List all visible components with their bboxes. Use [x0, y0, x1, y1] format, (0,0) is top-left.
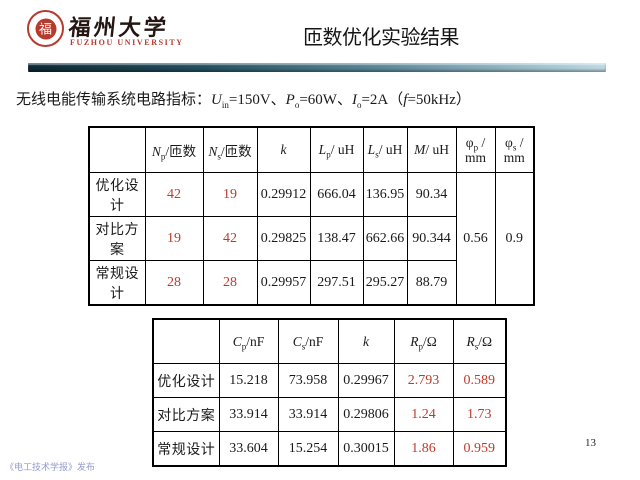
col-header-rp: Rp/Ω [393, 318, 454, 364]
table-cell: 73.958 [277, 363, 339, 398]
spec-i-var: I [351, 92, 357, 108]
table-cell: 1.73 [452, 397, 507, 432]
table2-row-conventional: 常规设计 33.604 15.254 0.30015 1.86 0.959 [152, 431, 507, 467]
spec-i-val: =2A [361, 92, 389, 108]
table-cell: 42 [202, 216, 258, 261]
col-header-k: k [256, 126, 311, 173]
table-cell: 0.29806 [337, 397, 395, 432]
table-cell: 138.47 [309, 216, 364, 261]
col-header-rs: Rs/Ω [452, 318, 507, 364]
table2-row-comparison: 对比方案 33.914 33.914 0.29806 1.24 1.73 [152, 397, 507, 432]
coil-parameters-table: Np/匝数 Ns/匝数 k Lp/ uH Ls/ uH M/ uH φp / mm… [88, 126, 535, 306]
col-header-ns: Ns/匝数 [202, 126, 258, 173]
table-cell: 666.04 [309, 172, 364, 217]
university-name-en: FUZHOU UNIVERSITY [70, 38, 184, 47]
spec-u-val: =150V、 [228, 92, 286, 108]
row-label: 对比方案 [152, 397, 220, 432]
table-cell: 90.34 [406, 172, 457, 217]
col-header-empty [152, 318, 220, 364]
page-title: 匝数优化实验结果 [303, 27, 460, 49]
table-cell: 0.29912 [256, 172, 311, 217]
table-cell: 662.66 [362, 216, 408, 261]
header-divider-bar [28, 63, 606, 72]
spec-prefix: 无线电能传输系统电路指标： [16, 92, 212, 108]
col-header-lp: Lp/ uH [309, 126, 364, 173]
table-cell: 0.29825 [256, 216, 311, 261]
col-header-cp: Cp/nF [218, 318, 279, 364]
row-label: 对比方案 [88, 216, 146, 261]
table-cell: 297.51 [309, 260, 364, 306]
table1-row-comparison: 对比方案 19 42 0.29825 138.47 662.66 90.344 [88, 216, 534, 261]
spec-i-sub: o [356, 100, 362, 110]
merged-cell-phi-s: 0.9 [494, 172, 535, 306]
table-cell: 0.29957 [256, 260, 311, 306]
table-cell: 42 [144, 172, 204, 217]
table-cell: 1.86 [393, 431, 454, 467]
col-header-k: k [337, 318, 395, 364]
col-header-np: Np/匝数 [144, 126, 204, 173]
spec-p-var: P [285, 92, 295, 108]
row-label: 优化设计 [152, 363, 220, 398]
col-header-cs: Cs/nF [277, 318, 339, 364]
table-cell: 2.793 [393, 363, 454, 398]
page-number: 13 [585, 437, 596, 449]
spec-p-val: =60W、 [299, 92, 352, 108]
row-label: 常规设计 [152, 431, 220, 467]
table-cell: 28 [202, 260, 258, 306]
spec-f-var: f [403, 92, 408, 108]
table-cell: 33.914 [277, 397, 339, 432]
table1-row-conventional: 常规设计 28 28 0.29957 297.51 295.27 88.79 [88, 260, 534, 306]
table2-header-row: Cp/nF Cs/nF k Rp/Ω Rs/Ω [152, 318, 507, 364]
seal-character: 福 [35, 18, 56, 39]
col-header-empty [88, 126, 146, 173]
spec-paren-open: （ [388, 92, 404, 108]
table-cell: 1.24 [393, 397, 454, 432]
merged-cell-phi-p: 0.56 [455, 172, 496, 306]
circuit-spec-line: 无线电能传输系统电路指标：Uin=150V、Po=60W、Io=2A（f=50k… [16, 88, 471, 110]
capacitor-resistance-table: Cp/nF Cs/nF k Rp/Ω Rs/Ω 优化设计 15.218 73.9… [152, 318, 507, 467]
row-label: 优化设计 [88, 172, 146, 217]
table-cell: 90.344 [406, 216, 457, 261]
table-cell: 88.79 [406, 260, 457, 306]
spec-f-val: =50kHz [407, 92, 456, 108]
table-cell: 0.959 [452, 431, 507, 467]
spec-p-sub: o [294, 100, 300, 110]
spec-paren-close: ） [455, 92, 471, 108]
table-cell: 0.30015 [337, 431, 395, 467]
table-cell: 33.914 [218, 397, 279, 432]
col-header-m: M/ uH [406, 126, 457, 173]
table-cell: 15.254 [277, 431, 339, 467]
table1-header-row: Np/匝数 Ns/匝数 k Lp/ uH Ls/ uH M/ uH φp / mm… [88, 126, 535, 173]
spec-u-sub: in [221, 100, 229, 110]
table-cell: 33.604 [218, 431, 279, 467]
university-seal-icon: 福 [27, 10, 64, 47]
table-cell: 0.589 [452, 363, 507, 398]
table-cell: 19 [144, 216, 204, 261]
table2-row-optimized: 优化设计 15.218 73.958 0.29967 2.793 0.589 [152, 363, 507, 398]
table-cell: 295.27 [362, 260, 408, 306]
table-cell: 136.95 [362, 172, 408, 217]
col-header-ls: Ls/ uH [362, 126, 408, 173]
row-label: 常规设计 [88, 260, 146, 306]
table-cell: 28 [144, 260, 204, 306]
col-header-phi-p: φp / mm [455, 126, 496, 173]
table1-row-optimized: 优化设计 42 19 0.29912 666.04 136.95 90.34 0… [88, 172, 535, 306]
table-cell: 19 [202, 172, 258, 217]
col-header-phi-s: φs / mm [494, 126, 535, 173]
table-cell: 0.29967 [337, 363, 395, 398]
journal-watermark: 《电工技术学报》发布 [5, 462, 96, 472]
spec-u-var: U [211, 92, 222, 108]
table-cell: 15.218 [218, 363, 279, 398]
